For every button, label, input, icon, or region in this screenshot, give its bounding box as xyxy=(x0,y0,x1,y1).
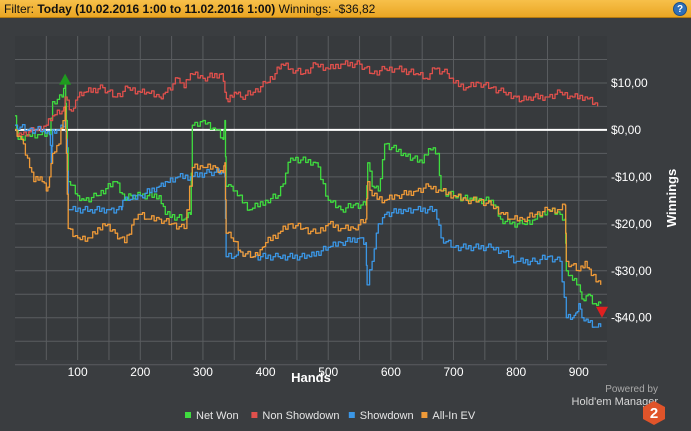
logo-number: 2 xyxy=(650,405,658,422)
y-tick-label: -$40,00 xyxy=(611,311,652,325)
winnings-label: Winnings: xyxy=(278,2,332,16)
y-tick-label: -$20,00 xyxy=(611,217,652,231)
x-tick-label: 800 xyxy=(506,365,526,379)
brand-name: Hold'em Manager xyxy=(571,396,658,408)
help-icon[interactable]: ? xyxy=(673,2,687,16)
plot-area xyxy=(15,36,607,360)
y-tick-label: -$10,00 xyxy=(611,170,652,184)
series-line-showdown xyxy=(15,119,602,328)
legend-label: Showdown xyxy=(360,410,414,422)
legend-label: Net Won xyxy=(196,410,239,422)
winnings-chart: 100 200 300 400 500 600 700 800 900 $10,00 $0,00 -… xyxy=(15,36,679,422)
extreme-markers xyxy=(59,73,608,318)
series-lines xyxy=(15,60,602,328)
hem-logo-icon: 2 xyxy=(643,401,665,425)
x-tick-label: 400 xyxy=(256,365,276,379)
branding: Powered by Hold'em Manager xyxy=(548,383,658,409)
x-tick-label: 500 xyxy=(318,365,338,379)
legend-swatch xyxy=(348,412,355,418)
x-tick-labels: 100 200 300 400 500 600 700 800 900 xyxy=(68,365,590,379)
y-tick-label: $0,00 xyxy=(611,123,641,137)
legend-swatch xyxy=(251,412,258,418)
x-tick-label: 600 xyxy=(381,365,401,379)
legend-label: Non Showdown xyxy=(262,410,339,422)
filter-value[interactable]: Today (10.02.2016 1:00 to 11.02.2016 1:0… xyxy=(37,2,276,16)
legend-label: All-In EV xyxy=(432,410,475,422)
legend: Net Won Non Showdown Showdown All-In EV xyxy=(185,410,476,422)
filter-label: Filter: xyxy=(4,2,34,16)
y-tick-labels: $10,00 $0,00 -$10,00 -$20,00 -$30,00 -$40,00 xyxy=(611,76,652,325)
series-line-all-in-ev xyxy=(15,105,602,285)
x-tick-label: 200 xyxy=(130,365,150,379)
powered-by-label: Powered by xyxy=(605,384,658,395)
legend-swatch xyxy=(421,412,428,418)
min-marker xyxy=(595,306,608,318)
x-tick-label: 900 xyxy=(569,365,589,379)
winnings-value: -$36,82 xyxy=(334,2,376,16)
y-axis-title: Winnings xyxy=(664,169,679,227)
y-tick-label: $10,00 xyxy=(611,76,648,90)
x-tick-label: 300 xyxy=(193,365,213,379)
max-marker xyxy=(59,73,72,85)
x-axis-title: Hands xyxy=(291,370,331,385)
series-line-non-showdown xyxy=(15,60,599,137)
filter-bar: Filter: Today (10.02.2016 1:00 to 11.02.… xyxy=(0,0,691,18)
legend-swatch xyxy=(185,412,191,418)
grid-lines xyxy=(15,36,607,366)
x-tick-label: 700 xyxy=(444,365,464,379)
y-tick-label: -$30,00 xyxy=(611,264,652,278)
x-tick-label: 100 xyxy=(68,365,88,379)
series-line-net-won xyxy=(15,82,602,306)
